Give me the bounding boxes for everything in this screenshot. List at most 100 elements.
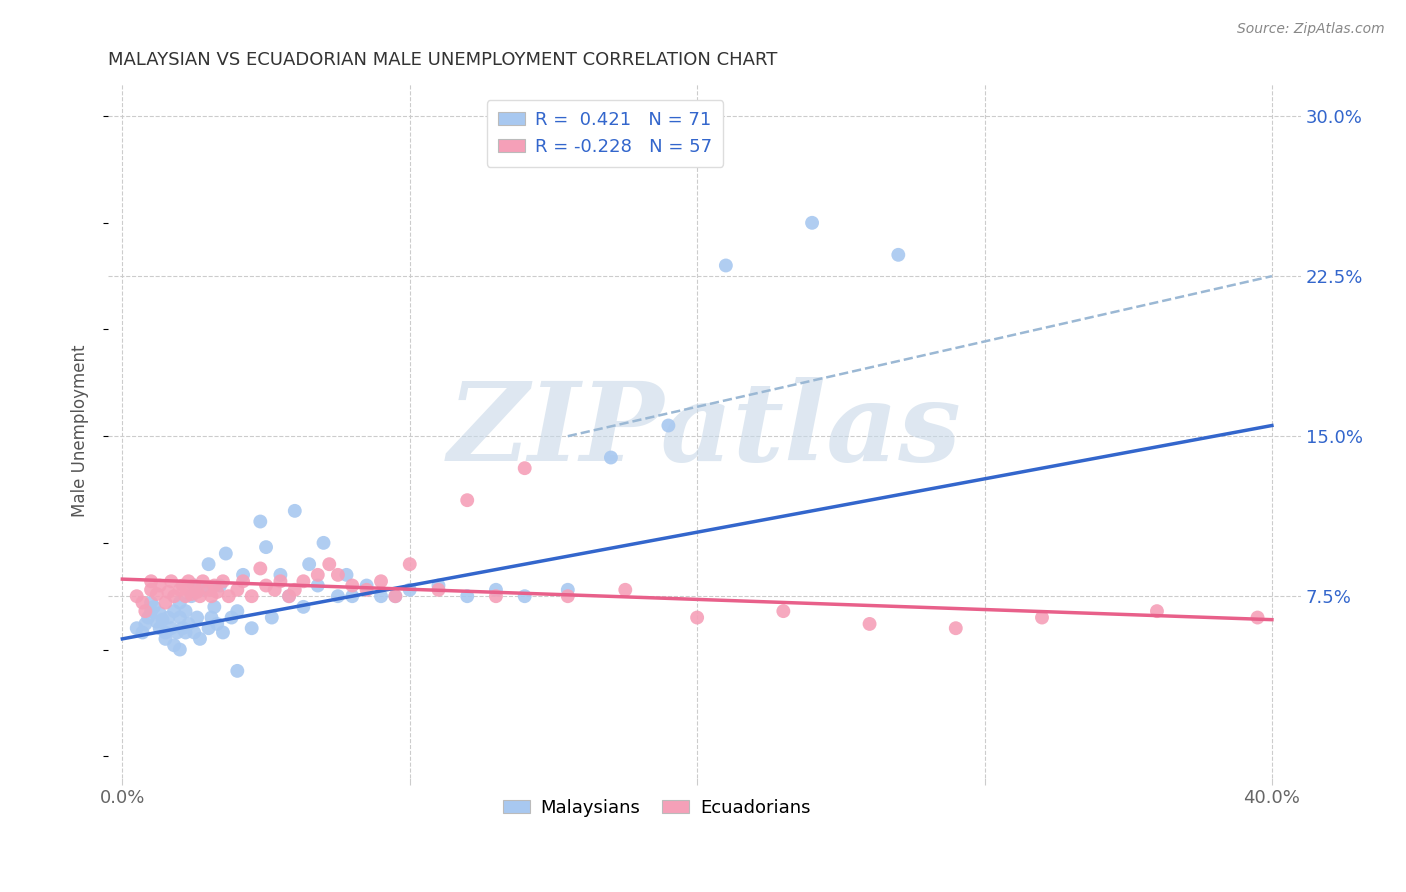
Legend: Malaysians, Ecuadorians: Malaysians, Ecuadorians [495, 791, 818, 824]
Point [1146, 604, 1168, 618]
Point [326, 567, 349, 582]
Point [183, 625, 205, 640]
Point [370, 574, 392, 589]
Point [149, 578, 172, 592]
Point [278, 589, 301, 603]
Point [307, 567, 329, 582]
Point [1031, 610, 1053, 624]
Point [205, 585, 228, 599]
Point [249, 515, 271, 529]
Point [342, 589, 364, 603]
Point [149, 607, 172, 621]
Point [202, 578, 225, 592]
Point [197, 582, 219, 597]
Point [232, 574, 254, 589]
Point [263, 582, 285, 597]
Point [284, 504, 307, 518]
Point [188, 589, 211, 603]
Point [155, 632, 177, 646]
Point [180, 587, 202, 601]
Point [427, 582, 450, 597]
Point [356, 582, 378, 597]
Point [146, 615, 169, 629]
Point [398, 558, 420, 572]
Point [513, 461, 536, 475]
Point [139, 596, 162, 610]
Point [172, 578, 194, 592]
Text: ZIPatlas: ZIPatlas [447, 377, 962, 484]
Point [398, 582, 420, 597]
Point [174, 589, 197, 603]
Point [131, 596, 153, 610]
Point [139, 574, 162, 589]
Point [197, 558, 219, 572]
Point [240, 589, 263, 603]
Point [370, 589, 392, 603]
Point [174, 604, 197, 618]
Point [356, 578, 378, 592]
Point [200, 589, 222, 603]
Point [160, 574, 183, 589]
Point [858, 616, 880, 631]
Point [600, 450, 623, 465]
Point [125, 589, 148, 603]
Point [152, 613, 174, 627]
Point [945, 621, 967, 635]
Point [278, 589, 301, 603]
Point [174, 625, 197, 640]
Point [134, 616, 156, 631]
Point [335, 567, 357, 582]
Point [205, 616, 228, 631]
Point [157, 610, 180, 624]
Point [513, 589, 536, 603]
Point [202, 599, 225, 614]
Point [326, 589, 349, 603]
Point [226, 664, 249, 678]
Point [143, 599, 166, 614]
Point [149, 621, 172, 635]
Point [218, 589, 240, 603]
Point [232, 567, 254, 582]
Point [298, 558, 321, 572]
Point [714, 259, 737, 273]
Point [183, 578, 205, 592]
Point [318, 558, 340, 572]
Point [254, 578, 277, 592]
Point [177, 574, 200, 589]
Point [209, 578, 232, 592]
Point [212, 625, 235, 640]
Point [614, 582, 637, 597]
Point [772, 604, 794, 618]
Point [801, 216, 824, 230]
Point [200, 610, 222, 624]
Point [183, 578, 205, 592]
Point [887, 248, 910, 262]
Point [686, 610, 709, 624]
Point [456, 589, 478, 603]
Point [384, 589, 406, 603]
Point [169, 596, 191, 610]
Point [427, 578, 450, 592]
Point [485, 589, 508, 603]
Point [226, 582, 249, 597]
Point [292, 599, 315, 614]
Point [557, 582, 579, 597]
Point [384, 589, 406, 603]
Point [342, 578, 364, 592]
Point [240, 621, 263, 635]
Point [139, 582, 162, 597]
Point [260, 610, 283, 624]
Point [1246, 610, 1268, 624]
Point [163, 604, 186, 618]
Point [169, 610, 191, 624]
Point [215, 547, 238, 561]
Point [284, 582, 307, 597]
Point [186, 585, 208, 599]
Point [307, 578, 329, 592]
Point [172, 621, 194, 635]
Point [160, 621, 183, 635]
Text: Source: ZipAtlas.com: Source: ZipAtlas.com [1237, 22, 1385, 37]
Point [139, 604, 162, 618]
Point [131, 625, 153, 640]
Point [456, 493, 478, 508]
